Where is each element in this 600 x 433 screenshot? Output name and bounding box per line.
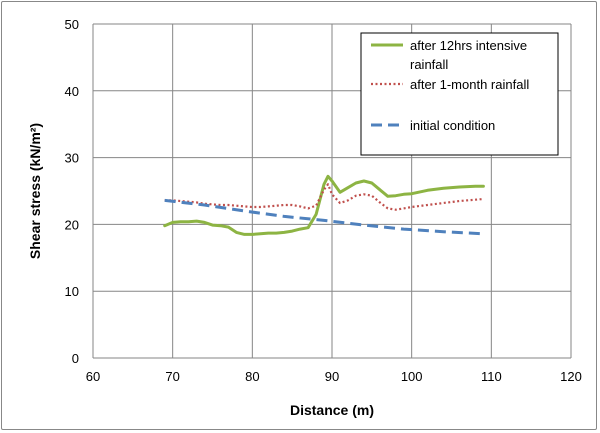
grid — [92, 23, 572, 359]
x-tick-label: 110 — [481, 369, 502, 384]
x-tick-label: 70 — [165, 369, 179, 384]
x-tick-label: 80 — [245, 369, 259, 384]
y-tick-label: 40 — [65, 84, 79, 99]
y-tick-label: 0 — [72, 351, 79, 366]
y-tick-label: 50 — [65, 17, 79, 32]
legend-box — [360, 32, 559, 156]
x-tick-label: 120 — [560, 369, 582, 384]
x-tick-label: 100 — [401, 369, 423, 384]
legend-label: after 12hrs intensive — [410, 38, 527, 53]
legend-label: initial condition — [410, 118, 495, 133]
series-lines — [163, 174, 485, 236]
series-line-3 — [164, 198, 484, 236]
y-tick-label: 20 — [65, 217, 79, 232]
x-axis-ticks: 60 70 80 90 100 110 120 — [86, 369, 582, 384]
legend-label: after 1-month rainfall — [410, 77, 529, 92]
y-tick-label: 10 — [65, 284, 79, 299]
legend-label: rainfall — [410, 57, 448, 72]
x-tick-label: 90 — [325, 369, 339, 384]
x-axis-title: Distance (m) — [290, 402, 374, 418]
series-line-1 — [163, 174, 485, 236]
y-axis-title: Shear stress (kN/m²) — [27, 123, 43, 259]
legend: after 12hrs intensive rainfall after 1-mon… — [360, 32, 559, 156]
x-tick-label: 60 — [86, 369, 100, 384]
y-axis-ticks: 0 10 20 30 40 50 — [65, 17, 79, 366]
y-tick-label: 30 — [65, 151, 79, 166]
